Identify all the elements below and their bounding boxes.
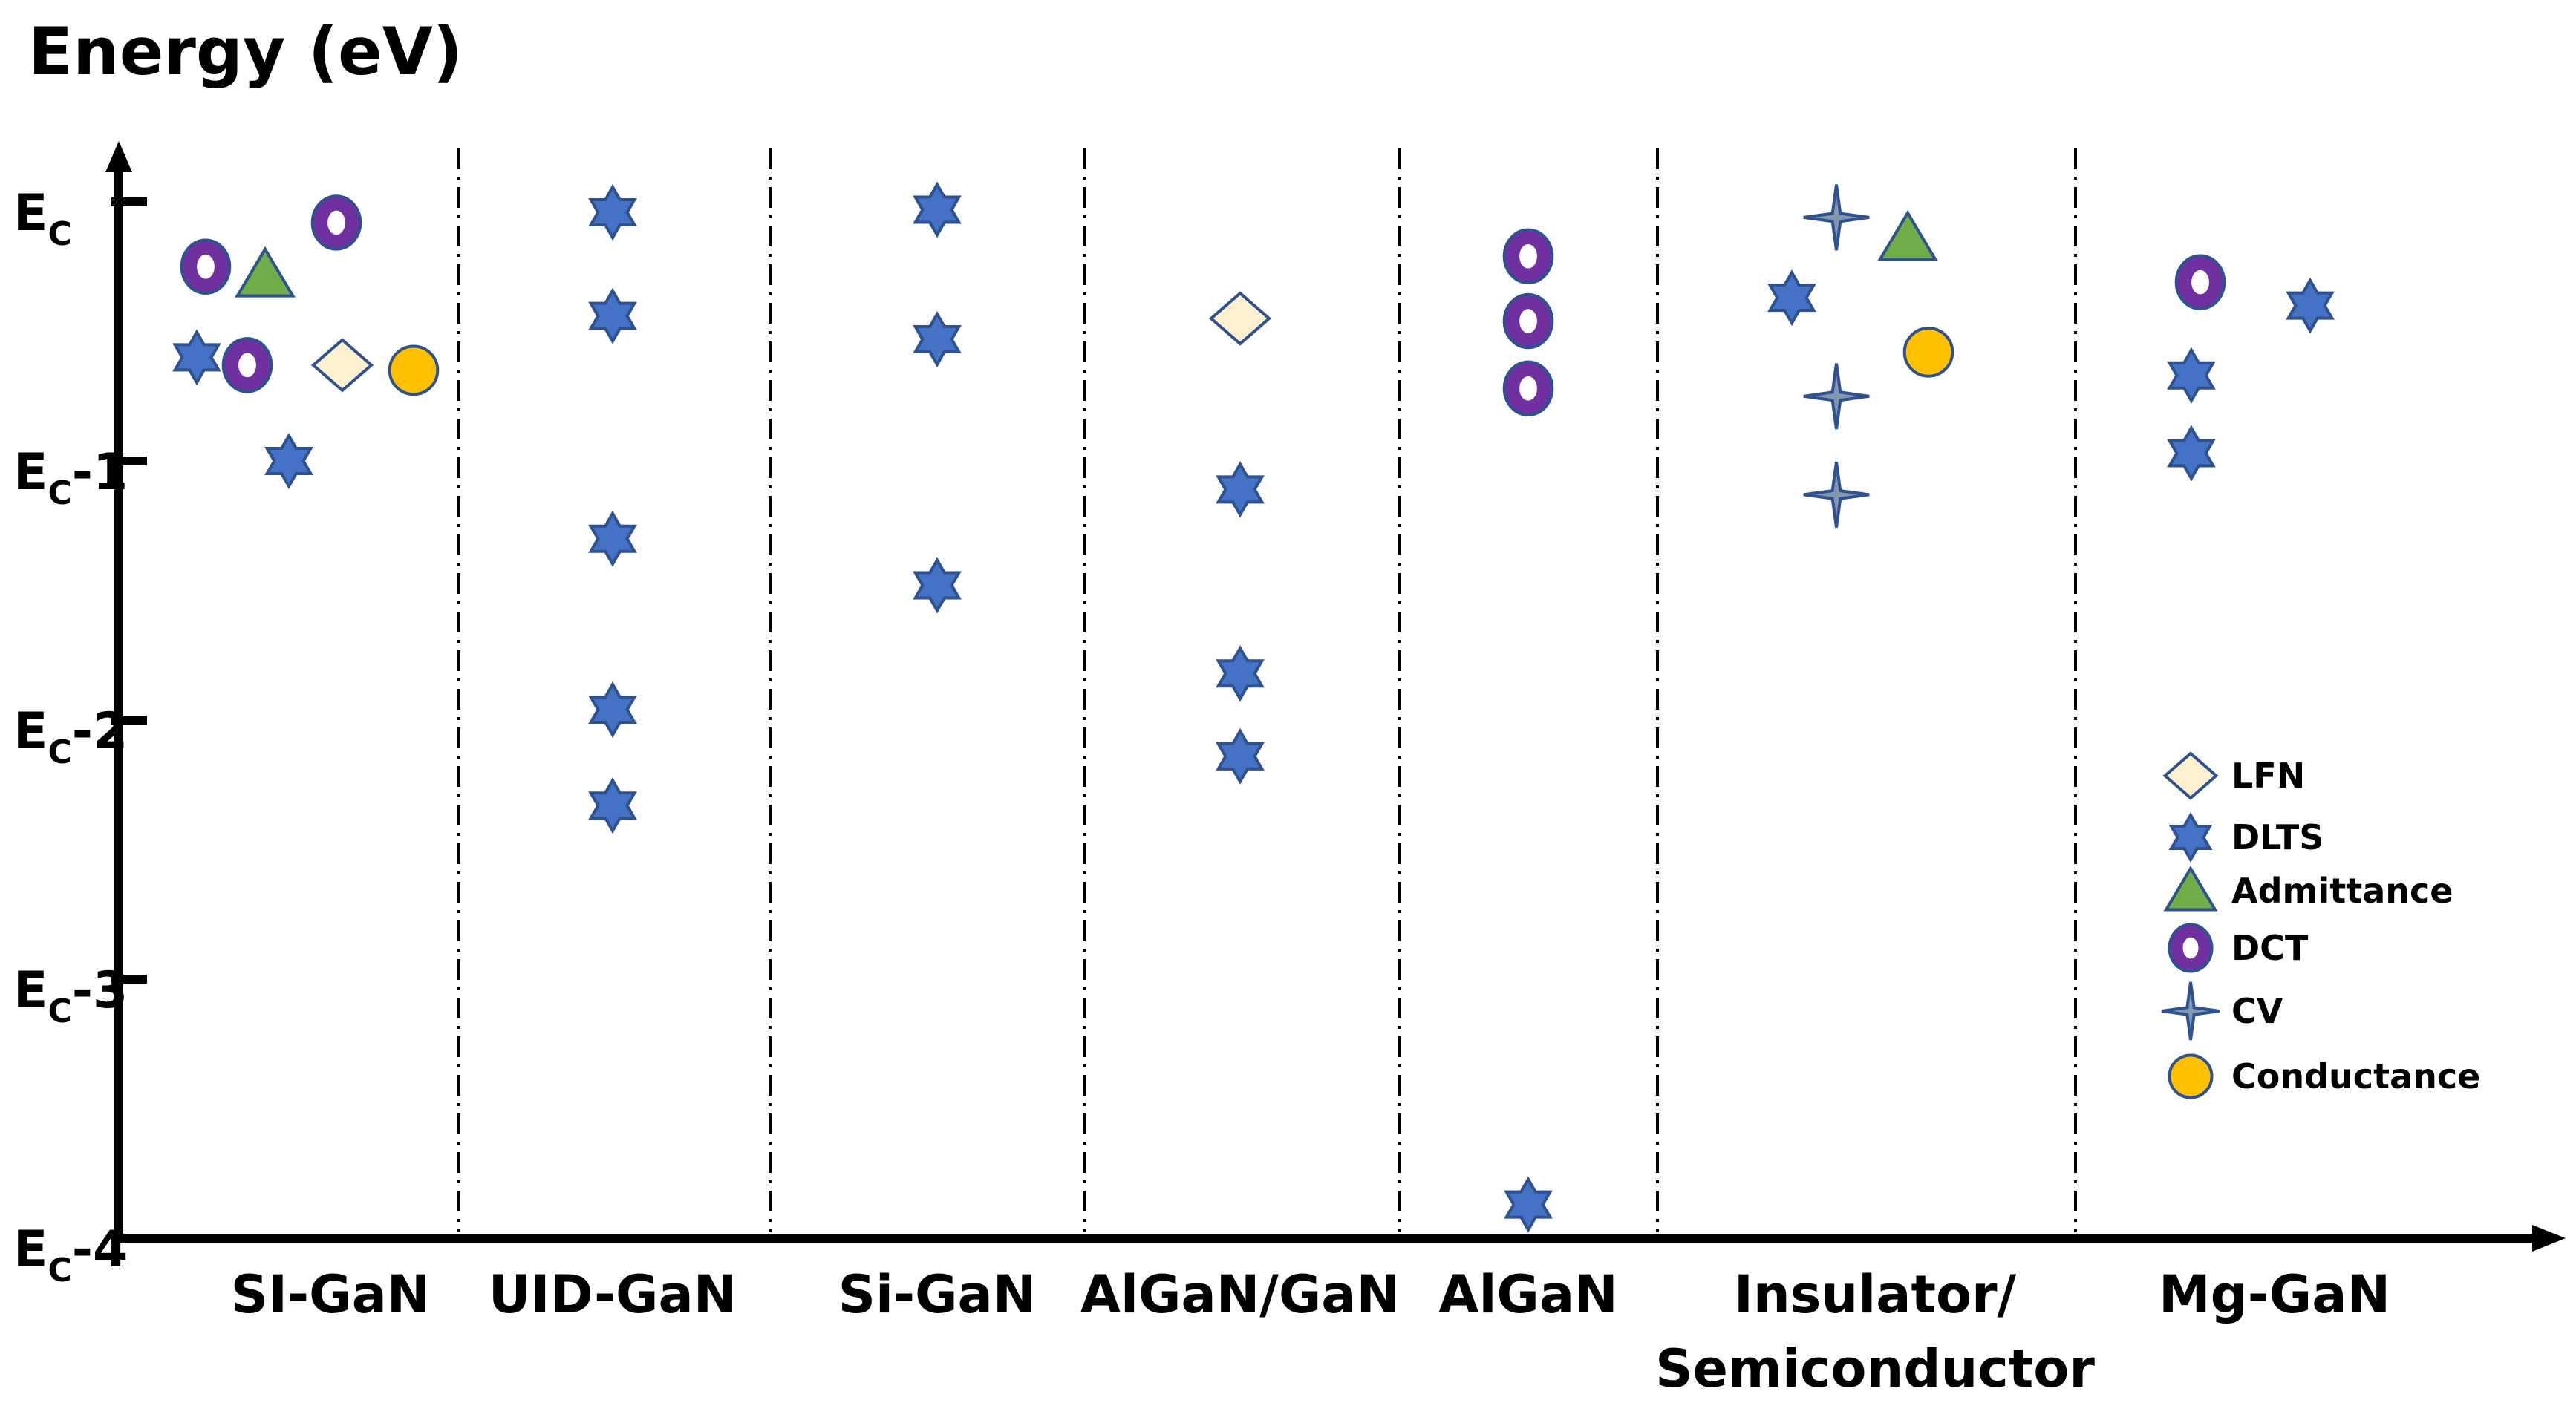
- data-point-conductance: [388, 344, 440, 396]
- data-point-dlts: [588, 287, 637, 344]
- data-point-dlts: [913, 557, 962, 614]
- legend-label-lfn: LFN: [2231, 756, 2305, 796]
- data-point-dlts: [264, 432, 313, 490]
- legend-label-conductance: Conductance: [2231, 1056, 2480, 1096]
- data-point-admittance: [1877, 209, 1938, 261]
- data-point-dct: [221, 337, 273, 393]
- series-dlts: [172, 181, 2335, 1233]
- category-separators: [457, 148, 2077, 1232]
- y-tick-label: EC-3: [13, 961, 128, 1030]
- y-tick-label: EC: [13, 184, 72, 253]
- data-point-dct: [2174, 254, 2226, 310]
- legend-marker-admittance: [2163, 866, 2218, 912]
- category-label-insulator-semiconductor: Semiconductor: [1655, 1338, 2095, 1399]
- data-point-dlts: [588, 777, 637, 834]
- data-point-dlts: [588, 510, 637, 567]
- data-point-dlts: [1216, 727, 1265, 785]
- data-points: [172, 181, 2335, 1233]
- y-tick-label: EC-1: [13, 443, 128, 512]
- legend-marker-lfn: [2162, 751, 2219, 800]
- data-point-dct: [1502, 228, 1554, 284]
- legend-label-dct: DCT: [2231, 928, 2309, 968]
- data-point-cv: [1803, 363, 1870, 430]
- data-point-dct: [310, 194, 362, 251]
- data-point-dlts: [913, 181, 962, 238]
- data-point-lfn: [1208, 291, 1272, 346]
- category-label-algan: AlGaN: [1438, 1264, 1617, 1325]
- category-label-algan-gan: AlGaN/GaN: [1080, 1264, 1400, 1325]
- y-tick-label: EC-4: [13, 1220, 128, 1289]
- category-label-uid-gan: UID-GaN: [489, 1264, 737, 1325]
- legend-marker-dct: [2168, 923, 2214, 973]
- data-point-dlts: [2167, 425, 2216, 482]
- data-point-lfn: [310, 338, 374, 393]
- legend-marker-cv: [2161, 981, 2220, 1041]
- data-point-dlts: [172, 329, 221, 386]
- y-ticks: EC EC-1 EC-2 EC-3 EC-4: [13, 184, 147, 1289]
- category-label-mg-gan: Mg-GaN: [2159, 1264, 2390, 1325]
- data-point-cv: [1803, 184, 1870, 251]
- data-point-dlts: [1216, 645, 1265, 702]
- category-labels: SI-GaN UID-GaN Si-GaN AlGaN/GaN AlGaN Insulat…: [231, 1264, 2390, 1399]
- legend-marker-conductance: [2168, 1053, 2214, 1099]
- y-tick-label: EC-2: [13, 702, 128, 771]
- category-label-insulator-semiconductor: Insulator/: [1734, 1264, 2017, 1325]
- series-conductance: [388, 327, 1954, 396]
- data-point-dlts: [1216, 461, 1265, 518]
- legend: LFN DLTS Admittance DCT CV Conductance: [2161, 751, 2480, 1099]
- series-cv: [1803, 184, 1870, 528]
- x-axis-arrow: [2532, 1225, 2566, 1252]
- data-point-dlts: [588, 183, 637, 241]
- data-point-conductance: [1902, 327, 1954, 378]
- data-point-dlts: [1504, 1176, 1553, 1233]
- axes: [105, 141, 2566, 1252]
- data-point-dct: [1502, 292, 1554, 350]
- data-point-cv: [1803, 461, 1870, 528]
- legend-label-dlts: DLTS: [2231, 817, 2324, 857]
- data-point-dct: [1502, 360, 1554, 416]
- legend-label-admittance: Admittance: [2231, 871, 2453, 911]
- series-dct: [180, 194, 2226, 416]
- data-point-dlts: [588, 681, 637, 739]
- series-lfn: [310, 291, 1272, 393]
- y-axis-arrow: [105, 141, 132, 172]
- legend-marker-dlts: [2168, 812, 2213, 863]
- chart-title: Energy (eV): [28, 13, 463, 90]
- data-point-dlts: [1767, 269, 1816, 327]
- data-point-dct: [180, 238, 232, 295]
- data-point-admittance: [235, 246, 296, 298]
- category-label-si-gan: Si-GaN: [838, 1264, 1037, 1325]
- category-label-si-gan: SI-GaN: [231, 1264, 431, 1325]
- data-point-dlts: [2286, 277, 2335, 334]
- data-point-dlts: [913, 310, 962, 368]
- series-admittance: [235, 209, 1938, 298]
- legend-label-cv: CV: [2231, 991, 2283, 1031]
- data-point-dlts: [2167, 347, 2216, 404]
